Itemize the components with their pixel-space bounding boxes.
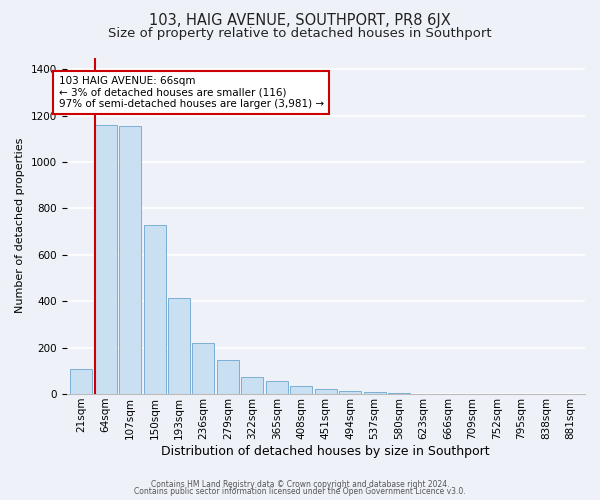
Bar (119, 126, 141, 394)
Text: Contains public sector information licensed under the Open Government Licence v3: Contains public sector information licen… (134, 487, 466, 496)
Text: 103 HAIG AVENUE: 66sqm
← 3% of detached houses are smaller (116)
97% of semi-det: 103 HAIG AVENUE: 66sqm ← 3% of detached … (59, 76, 324, 110)
Bar (217, 360, 239, 394)
Y-axis label: Number of detached properties: Number of detached properties (15, 138, 25, 314)
Text: Size of property relative to detached houses in Southport: Size of property relative to detached ho… (108, 28, 492, 40)
Bar (339, 390, 361, 394)
Bar (315, 390, 337, 394)
Bar (95, 125, 116, 394)
Bar (143, 224, 166, 394)
Bar (364, 392, 386, 394)
Bar (266, 382, 288, 394)
Bar (70, 368, 92, 394)
Bar (168, 298, 190, 394)
Text: Contains HM Land Registry data © Crown copyright and database right 2024.: Contains HM Land Registry data © Crown c… (151, 480, 449, 489)
Bar (241, 376, 263, 394)
Text: 103, HAIG AVENUE, SOUTHPORT, PR8 6JX: 103, HAIG AVENUE, SOUTHPORT, PR8 6JX (149, 12, 451, 28)
Bar (193, 343, 214, 394)
Bar (290, 386, 313, 394)
X-axis label: Distribution of detached houses by size in Southport: Distribution of detached houses by size … (161, 444, 490, 458)
